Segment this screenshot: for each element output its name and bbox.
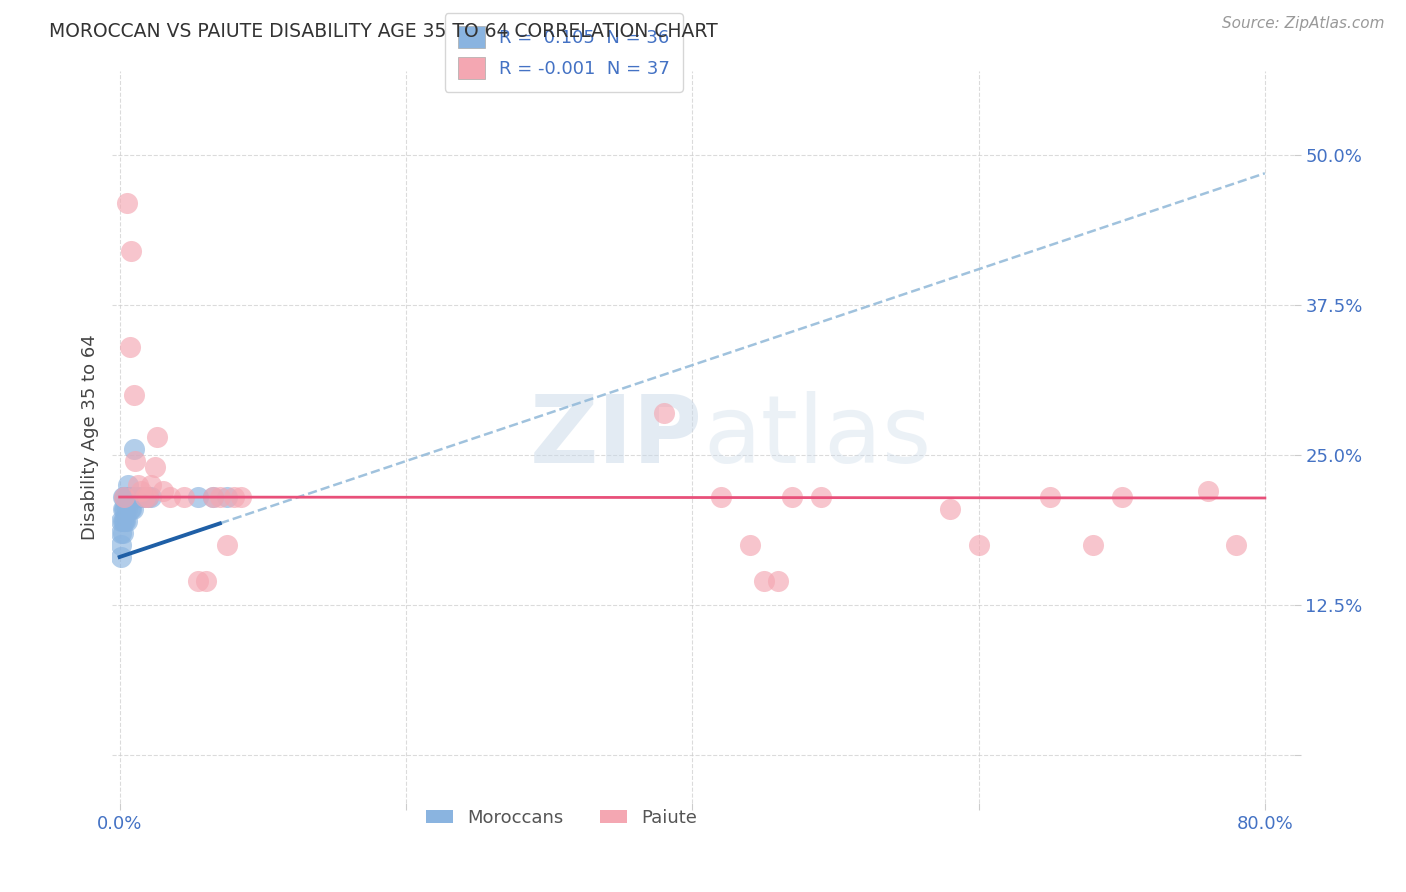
Point (110, 514, 132, 528)
Point (129, 490, 152, 504)
Point (118, 490, 141, 504)
Point (120, 244, 142, 259)
Legend: Moroccans, Paiute: Moroccans, Paiute (419, 802, 704, 834)
Point (114, 490, 136, 504)
Point (134, 490, 156, 504)
Point (112, 502, 135, 516)
Point (187, 490, 209, 504)
Text: Source: ZipAtlas.com: Source: ZipAtlas.com (1222, 16, 1385, 31)
Point (117, 490, 139, 504)
Point (110, 549, 132, 564)
Point (110, 538, 132, 552)
Point (231, 490, 253, 504)
Point (129, 483, 152, 498)
Point (121, 490, 143, 504)
Point (173, 490, 195, 504)
Text: MOROCCAN VS PAIUTE DISABILITY AGE 35 TO 64 CORRELATION CHART: MOROCCAN VS PAIUTE DISABILITY AGE 35 TO … (49, 22, 718, 41)
Point (208, 490, 231, 504)
Point (127, 478, 149, 492)
Point (139, 490, 162, 504)
Point (111, 514, 134, 528)
Point (194, 574, 217, 588)
Point (111, 526, 134, 541)
Point (215, 538, 238, 552)
Point (124, 454, 146, 468)
Point (112, 490, 135, 504)
Point (159, 490, 181, 504)
Point (115, 514, 138, 528)
Point (752, 574, 775, 588)
Point (122, 388, 145, 402)
Point (118, 340, 141, 354)
Point (224, 490, 246, 504)
Point (114, 514, 136, 528)
Point (122, 442, 145, 456)
Point (127, 490, 149, 504)
Point (187, 574, 209, 588)
Point (112, 490, 135, 504)
Point (1111, 490, 1133, 504)
Point (124, 490, 146, 504)
Point (1039, 490, 1062, 504)
Point (810, 490, 832, 504)
Point (139, 478, 162, 492)
Point (110, 526, 132, 541)
Point (136, 490, 159, 504)
Point (120, 490, 142, 504)
Point (121, 502, 143, 516)
Point (1197, 483, 1219, 498)
Point (215, 490, 238, 504)
Point (201, 490, 224, 504)
Point (136, 490, 159, 504)
Point (117, 478, 139, 492)
Point (145, 460, 167, 475)
Point (115, 196, 138, 211)
Point (1225, 538, 1247, 552)
Point (652, 406, 675, 420)
Point (738, 538, 761, 552)
Point (120, 502, 142, 516)
Point (114, 502, 136, 516)
Point (201, 490, 224, 504)
Point (125, 490, 148, 504)
Point (134, 490, 156, 504)
Point (766, 574, 789, 588)
Point (111, 490, 134, 504)
Y-axis label: Disability Age 35 to 64: Disability Age 35 to 64 (80, 334, 98, 540)
Point (967, 538, 990, 552)
Point (152, 483, 174, 498)
Point (1081, 538, 1104, 552)
Point (710, 490, 733, 504)
Point (118, 502, 141, 516)
Point (112, 514, 135, 528)
Point (939, 502, 962, 516)
Text: atlas: atlas (703, 391, 931, 483)
Point (111, 502, 134, 516)
Text: ZIP: ZIP (530, 391, 703, 483)
Point (115, 490, 138, 504)
Point (115, 502, 138, 516)
Point (146, 430, 169, 444)
Point (782, 490, 804, 504)
